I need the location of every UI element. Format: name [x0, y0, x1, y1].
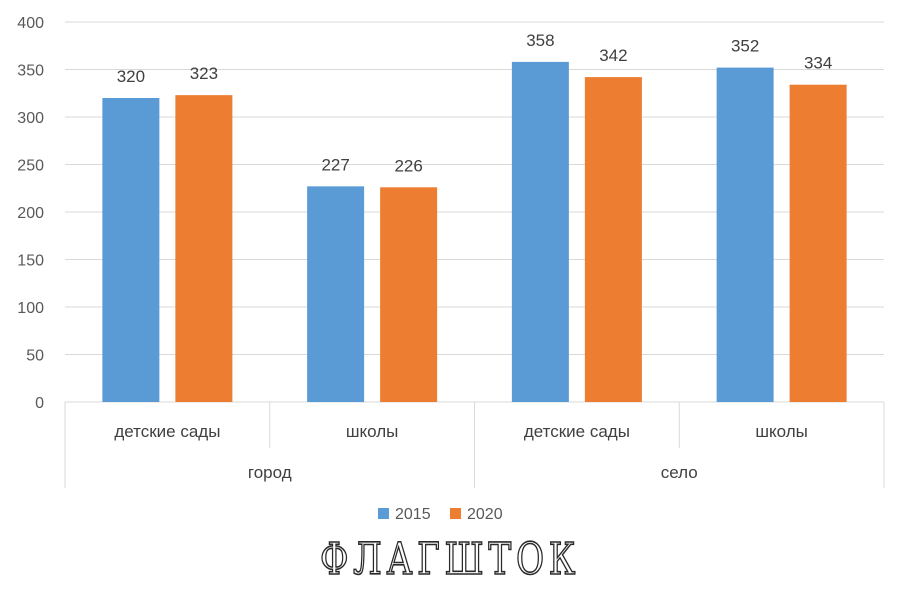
bar	[380, 187, 438, 402]
x-group-label: село	[661, 463, 698, 482]
data-label: 226	[394, 156, 422, 175]
x-category-label: детские сады	[524, 422, 630, 441]
y-tick-label: 400	[17, 15, 44, 32]
data-label: 320	[117, 67, 145, 86]
x-group-label: город	[248, 463, 292, 482]
bar	[584, 77, 642, 402]
data-label: 342	[599, 46, 627, 65]
bar	[789, 84, 847, 402]
legend-label: 2020	[467, 506, 503, 523]
data-label: 334	[804, 54, 832, 73]
y-tick-label: 150	[17, 253, 44, 270]
bar	[511, 61, 569, 403]
y-tick-label: 300	[17, 110, 44, 127]
data-label: 358	[526, 31, 554, 50]
watermark-logo: ФЛАГШТОК	[319, 534, 581, 585]
data-label: 323	[190, 64, 218, 83]
bar	[175, 95, 233, 403]
data-label: 352	[731, 37, 759, 56]
y-tick-label: 50	[26, 348, 44, 365]
bar	[307, 186, 365, 402]
legend-label: 2015	[395, 506, 431, 523]
y-tick-label: 200	[17, 205, 44, 222]
legend-swatch	[378, 508, 389, 519]
x-category-label: школы	[346, 422, 399, 441]
bar	[102, 98, 160, 402]
x-category-label: детские сады	[114, 422, 220, 441]
legend-swatch	[450, 508, 461, 519]
y-tick-label: 100	[17, 300, 44, 317]
data-label: 227	[321, 155, 349, 174]
y-tick-label: 0	[35, 395, 44, 412]
x-category-label: школы	[755, 422, 808, 441]
bar	[716, 67, 774, 402]
y-tick-label: 350	[17, 63, 44, 80]
y-tick-label: 250	[17, 158, 44, 175]
